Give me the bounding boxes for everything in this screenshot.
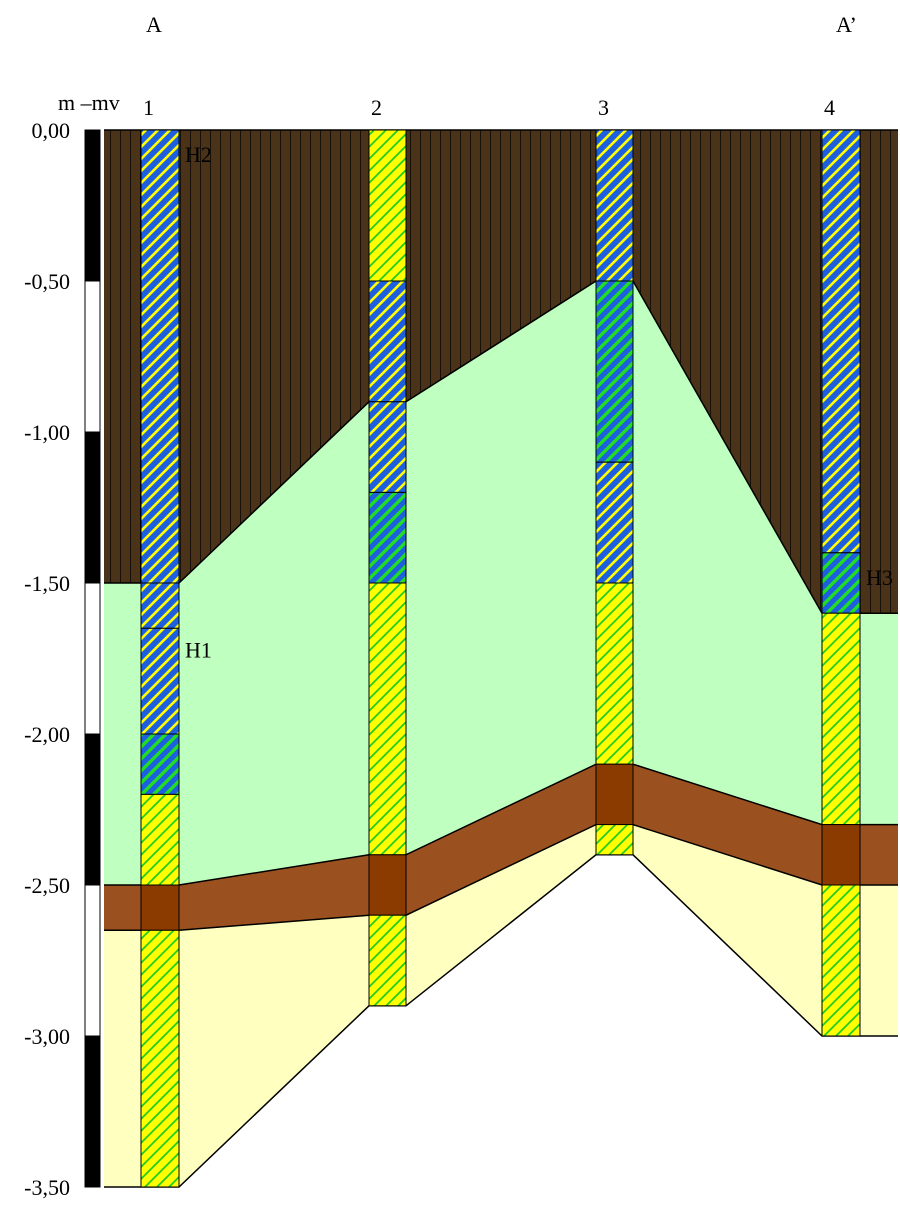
borehole-segment	[140, 929, 180, 1188]
borehole-1: 1	[140, 95, 180, 1188]
scale-bar-segment	[84, 431, 101, 584]
borehole-segment	[368, 129, 407, 282]
depth-tick-label: -0,50	[24, 269, 70, 294]
depth-tick-label: -2,50	[24, 873, 70, 898]
section-end-label: A’	[836, 12, 857, 37]
layer-topsoil	[104, 130, 898, 614]
sample-label-h2: H2	[185, 142, 212, 167]
depth-tick-label: 0,00	[32, 118, 71, 143]
borehole-segment	[368, 491, 407, 584]
depth-unit-label: m –mv	[58, 90, 120, 115]
depth-tick-label: -3,50	[24, 1175, 70, 1200]
borehole-segment	[368, 401, 407, 493]
soil-layers	[104, 130, 898, 1187]
borehole-segment	[595, 763, 634, 826]
borehole-segment	[595, 461, 634, 584]
borehole-segment	[140, 582, 180, 629]
borehole-segment	[821, 552, 861, 614]
borehole-number: 2	[371, 95, 382, 120]
borehole-4: 4	[821, 95, 861, 1037]
section-start-label: A	[146, 12, 162, 37]
borehole-segment	[821, 612, 861, 826]
depth-tick-label: -1,00	[24, 420, 70, 445]
borehole-segment	[368, 914, 407, 1007]
borehole-segment	[821, 824, 861, 886]
scale-bar-segment	[84, 582, 101, 735]
depth-axis: 0,00 -0,50 -1,00 -1,50 -2,00 -2,50 -3,00 -3,50	[24, 118, 101, 1200]
borehole-segment	[595, 582, 634, 765]
borehole-segment	[140, 129, 180, 584]
labels: A A’ m –mv H2 H1 H3	[58, 12, 893, 662]
borehole-segment	[595, 824, 634, 856]
scale-bar-segment	[84, 280, 101, 433]
borehole-3: 3	[595, 95, 634, 856]
boreholes: 1 2 3 4	[140, 95, 861, 1188]
borehole-segment	[140, 884, 180, 931]
scale-bar-segment	[84, 1035, 101, 1188]
scale-bar-segment	[84, 129, 101, 282]
borehole-segment	[368, 582, 407, 856]
layer-peat	[104, 764, 898, 931]
borehole-segment	[368, 280, 407, 403]
borehole-number: 4	[824, 95, 835, 120]
borehole-2: 2	[368, 95, 407, 1007]
depth-tick-label: -2,00	[24, 722, 70, 747]
borehole-number: 3	[598, 95, 609, 120]
sample-label-h3: H3	[866, 565, 893, 590]
layer-sand	[104, 281, 898, 885]
borehole-segment	[140, 733, 180, 795]
sample-label-h1: H1	[185, 637, 212, 662]
borehole-number: 1	[143, 95, 154, 120]
borehole-segment	[821, 129, 861, 554]
borehole-segment	[140, 627, 180, 735]
borehole-segment	[368, 854, 407, 916]
depth-tick-label: -1,50	[24, 571, 70, 596]
borehole-segment	[140, 793, 180, 886]
borehole-segment	[821, 884, 861, 1037]
borehole-segment	[595, 129, 634, 282]
scale-bar-segment	[84, 884, 101, 1037]
borehole-segment	[595, 280, 634, 463]
scale-bar-segment	[84, 733, 101, 886]
layer-clay	[104, 824, 898, 1187]
depth-tick-label: -3,00	[24, 1024, 70, 1049]
